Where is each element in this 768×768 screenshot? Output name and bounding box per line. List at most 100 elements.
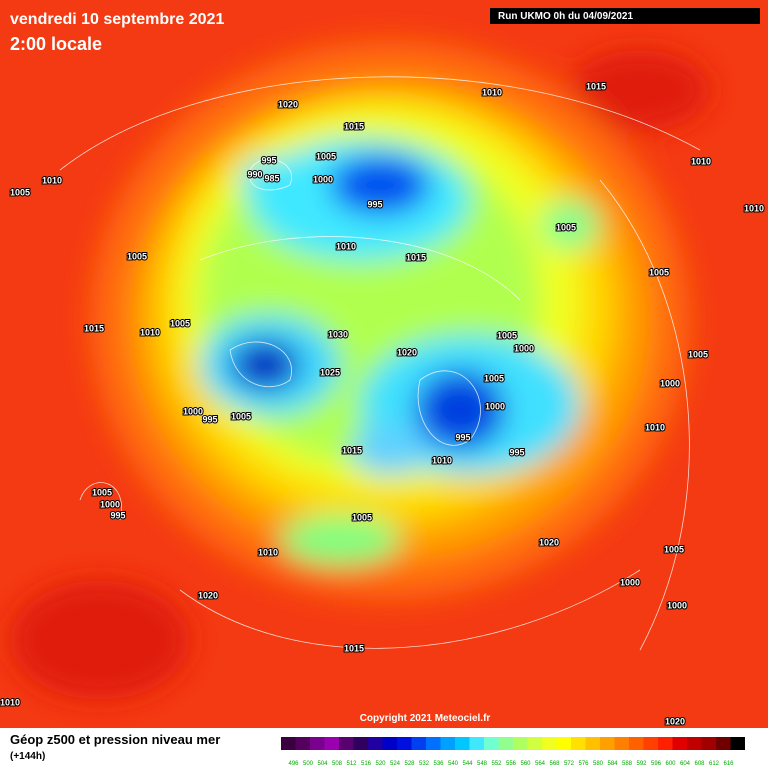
scale-label: 540 — [448, 761, 459, 767]
isobar-label: 995 — [455, 432, 470, 442]
isobar-label: 1010 — [744, 203, 764, 213]
scale-label: 596 — [651, 761, 662, 767]
scale-label: 600 — [665, 761, 676, 767]
scale-label: 576 — [578, 761, 589, 767]
scale-label: 508 — [332, 761, 343, 767]
scale-label: 548 — [477, 761, 488, 767]
isobar-label: 1020 — [665, 716, 685, 726]
run-info: Run UKMO 0h du 04/09/2021 — [498, 11, 633, 22]
scale-label: 608 — [694, 761, 705, 767]
isobar-label: 1015 — [342, 445, 362, 455]
color-scale: 496 500 504 508 512 516 520 524 528 532 536 540 544 5… — [281, 737, 745, 767]
isobar-label: 1015 — [344, 643, 364, 653]
title: vendredi 10 septembre 2021 — [10, 11, 224, 28]
scale-label: 500 — [303, 761, 314, 767]
isobar-label: 1030 — [328, 329, 348, 339]
color-swatch — [687, 737, 702, 750]
isobar-label: 1005 — [688, 349, 708, 359]
scale-label: 552 — [491, 761, 502, 767]
color-swatch — [469, 737, 484, 750]
color-swatch — [556, 737, 571, 750]
isobar-label: 1005 — [92, 487, 112, 497]
color-swatch — [397, 737, 412, 750]
isobar-label: 1005 — [352, 512, 372, 522]
color-swatch — [411, 737, 426, 750]
isobar-label: 1000 — [660, 378, 680, 388]
color-swatch — [513, 737, 528, 750]
isobar-label: 995 — [509, 447, 524, 457]
color-swatch — [614, 737, 629, 750]
isobar-label: 1010 — [258, 547, 278, 557]
scale-label: 528 — [404, 761, 415, 767]
color-swatch — [658, 737, 673, 750]
color-swatch — [281, 737, 296, 750]
isobar-label: 1020 — [397, 347, 417, 357]
color-swatch — [600, 737, 615, 750]
scale-label: 572 — [564, 761, 575, 767]
isobar-label: 985 — [264, 173, 279, 183]
color-swatch — [310, 737, 325, 750]
isobar-label: 1010 — [336, 241, 356, 251]
color-swatch — [426, 737, 441, 750]
subtitle: 2:00 locale — [10, 34, 102, 54]
isobar-label: 1000 — [100, 499, 120, 509]
isobar-label: 1020 — [278, 99, 298, 109]
isobar-label: 1000 — [667, 600, 687, 610]
color-swatch — [339, 737, 354, 750]
copyright: Copyright 2021 Meteociel.fr — [360, 713, 491, 724]
isobar-label: 1005 — [664, 544, 684, 554]
run-box — [490, 8, 760, 24]
scale-label: 512 — [346, 761, 357, 767]
isobar-label: 1010 — [42, 175, 62, 185]
color-swatch — [484, 737, 499, 750]
color-swatch — [324, 737, 339, 750]
color-swatch — [498, 737, 513, 750]
color-swatch — [629, 737, 644, 750]
isobar-label: 1010 — [482, 87, 502, 97]
isobar-label: 1005 — [127, 251, 147, 261]
isobar-label: 1020 — [198, 590, 218, 600]
isobar-label: 995 — [261, 155, 276, 165]
scale-label: 584 — [607, 761, 618, 767]
isobar-lines — [59, 76, 701, 651]
isobar-label: 1005 — [231, 411, 251, 421]
isobar-label: 1010 — [432, 455, 452, 465]
color-swatch — [643, 737, 658, 750]
scale-label: 520 — [375, 761, 386, 767]
legend-title: Géop z500 et pression niveau mer — [10, 732, 220, 747]
scale-label: 496 — [288, 761, 299, 767]
isobar-label: 1010 — [0, 697, 20, 707]
isobar-label: 1005 — [316, 151, 336, 161]
color-swatch — [368, 737, 383, 750]
isobar-label: 1005 — [484, 373, 504, 383]
color-swatch — [701, 737, 716, 750]
isobar-label: 1005 — [170, 318, 190, 328]
color-swatch — [585, 737, 600, 750]
scale-label: 544 — [462, 761, 473, 767]
color-swatch — [716, 737, 731, 750]
isobar-label: 1005 — [556, 222, 576, 232]
legend-lead: (+144h) — [10, 751, 45, 762]
color-swatch — [542, 737, 557, 750]
scale-label: 560 — [520, 761, 531, 767]
isobar-label: 1005 — [497, 330, 517, 340]
scale-label: 532 — [419, 761, 430, 767]
isobar-label: 1010 — [691, 156, 711, 166]
scale-label: 564 — [535, 761, 546, 767]
color-swatch — [730, 737, 745, 750]
isobar-label: 1010 — [645, 422, 665, 432]
isobar-label: 1025 — [320, 367, 340, 377]
scale-label: 504 — [317, 761, 328, 767]
color-swatch — [455, 737, 470, 750]
color-swatch — [382, 737, 397, 750]
color-swatch — [672, 737, 687, 750]
scale-label: 580 — [593, 761, 604, 767]
isobar-label: 1000 — [485, 401, 505, 411]
color-swatch — [295, 737, 310, 750]
isobar-label: 1015 — [586, 81, 606, 91]
isobar-label: 1000 — [620, 577, 640, 587]
isobar-label: 1015 — [84, 323, 104, 333]
scale-label: 616 — [723, 761, 734, 767]
